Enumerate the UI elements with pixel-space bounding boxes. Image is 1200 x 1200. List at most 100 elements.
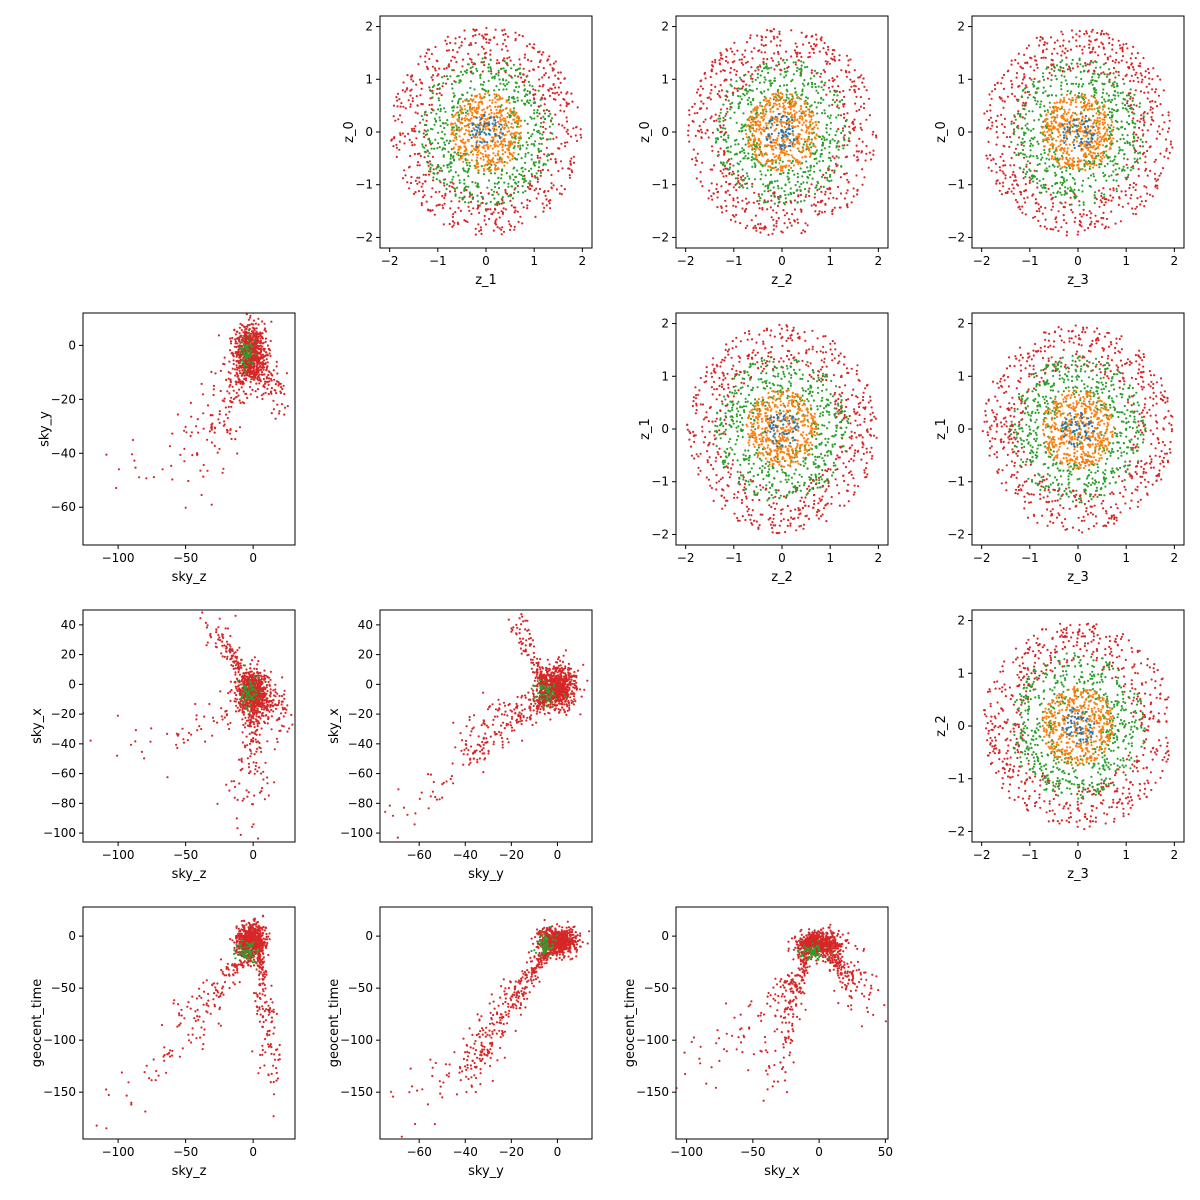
scatter-point	[439, 181, 442, 184]
scatter-point	[779, 91, 782, 94]
scatter-point	[1110, 84, 1113, 87]
scatter-point	[828, 151, 831, 154]
scatter-point	[1044, 206, 1047, 209]
scatter-point	[843, 95, 846, 98]
scatter-point	[798, 110, 801, 113]
scatter-point	[725, 112, 728, 115]
scatter-point	[466, 109, 469, 112]
scatter-point	[481, 34, 484, 37]
scatter-point	[496, 203, 499, 207]
scatter-point	[446, 78, 449, 81]
scatter-point	[1046, 66, 1049, 69]
scatter-point	[481, 137, 484, 141]
scatter-point	[775, 222, 778, 225]
scatter-point	[501, 196, 504, 199]
scatter-point	[504, 32, 507, 36]
scatter-point	[772, 110, 775, 113]
scatter-point	[448, 170, 451, 173]
scatter-point	[1122, 165, 1125, 168]
scatter-point	[1098, 132, 1101, 135]
scatter-point	[479, 131, 482, 134]
scatter-point	[1139, 62, 1142, 65]
scatter-point	[542, 67, 545, 70]
scatter-point	[492, 152, 495, 155]
scatter-point	[542, 109, 546, 112]
scatter-point	[516, 169, 519, 172]
scatter-point	[510, 122, 513, 125]
scatter-point	[549, 63, 552, 66]
scatter-point	[506, 144, 510, 147]
scatter-point	[414, 191, 417, 194]
scatter-point	[721, 172, 724, 175]
scatter-point	[434, 69, 437, 72]
scatter-point	[452, 92, 455, 95]
scatter-point	[825, 138, 828, 141]
scatter-point	[523, 89, 526, 92]
scatter-point	[1111, 59, 1114, 63]
scatter-point	[549, 112, 552, 115]
scatter-point	[1076, 62, 1079, 65]
scatter-point	[872, 153, 875, 156]
scatter-point	[1042, 91, 1045, 94]
scatter-point	[719, 70, 722, 73]
scatter-point	[1132, 137, 1136, 140]
scatter-point	[1082, 134, 1085, 137]
scatter-point	[1133, 151, 1136, 154]
scatter-point	[560, 184, 563, 187]
scatter-point	[710, 115, 713, 118]
scatter-point	[757, 68, 760, 71]
scatter-point	[768, 101, 771, 104]
scatter-point	[805, 193, 808, 196]
scatter-point	[1013, 179, 1016, 182]
scatter-point	[1109, 194, 1112, 197]
scatter-point	[755, 143, 758, 146]
scatter-point	[493, 172, 496, 175]
scatter-point	[1102, 175, 1105, 178]
scatter-point	[442, 155, 445, 158]
scatter-point	[802, 181, 805, 184]
scatter-point	[1091, 50, 1094, 53]
scatter-point	[512, 151, 515, 154]
scatter-point	[989, 116, 993, 119]
scatter-point	[1135, 104, 1138, 107]
scatter-point	[498, 202, 501, 205]
scatter-point	[1095, 61, 1098, 64]
scatter-point	[793, 118, 797, 121]
scatter-point	[543, 74, 546, 77]
scatter-point	[479, 83, 482, 86]
scatter-point	[729, 182, 732, 185]
scatter-point	[1024, 201, 1027, 204]
scatter-point	[1104, 100, 1107, 103]
scatter-point	[1093, 162, 1096, 165]
scatter-point	[869, 158, 873, 161]
scatter-point	[843, 124, 846, 127]
scatter-point	[786, 172, 790, 175]
scatter-point	[452, 212, 455, 216]
scatter-point	[740, 98, 743, 101]
scatter-point	[480, 232, 483, 235]
scatter-point	[477, 53, 480, 56]
scatter-point	[700, 100, 703, 103]
scatter-point	[424, 60, 427, 63]
scatter-point	[986, 157, 989, 160]
scatter-point	[441, 137, 444, 140]
scatter-point	[504, 151, 507, 154]
scatter-point	[394, 119, 397, 122]
scatter-point	[1069, 196, 1072, 199]
scatter-point	[988, 118, 991, 122]
scatter-point	[769, 189, 772, 192]
scatter-point	[411, 144, 414, 147]
scatter-point	[1029, 139, 1032, 142]
scatter-point	[813, 101, 817, 104]
scatter-point	[775, 97, 778, 100]
scatter-point	[1142, 151, 1146, 154]
scatter-point	[1129, 57, 1132, 60]
scatter-point	[479, 226, 482, 229]
scatter-point	[728, 168, 731, 171]
scatter-point	[446, 123, 449, 126]
scatter-point	[1074, 112, 1077, 115]
scatter-point	[454, 211, 457, 214]
scatter-point	[448, 184, 451, 188]
scatter-point	[1145, 186, 1148, 189]
scatter-point	[547, 58, 550, 61]
